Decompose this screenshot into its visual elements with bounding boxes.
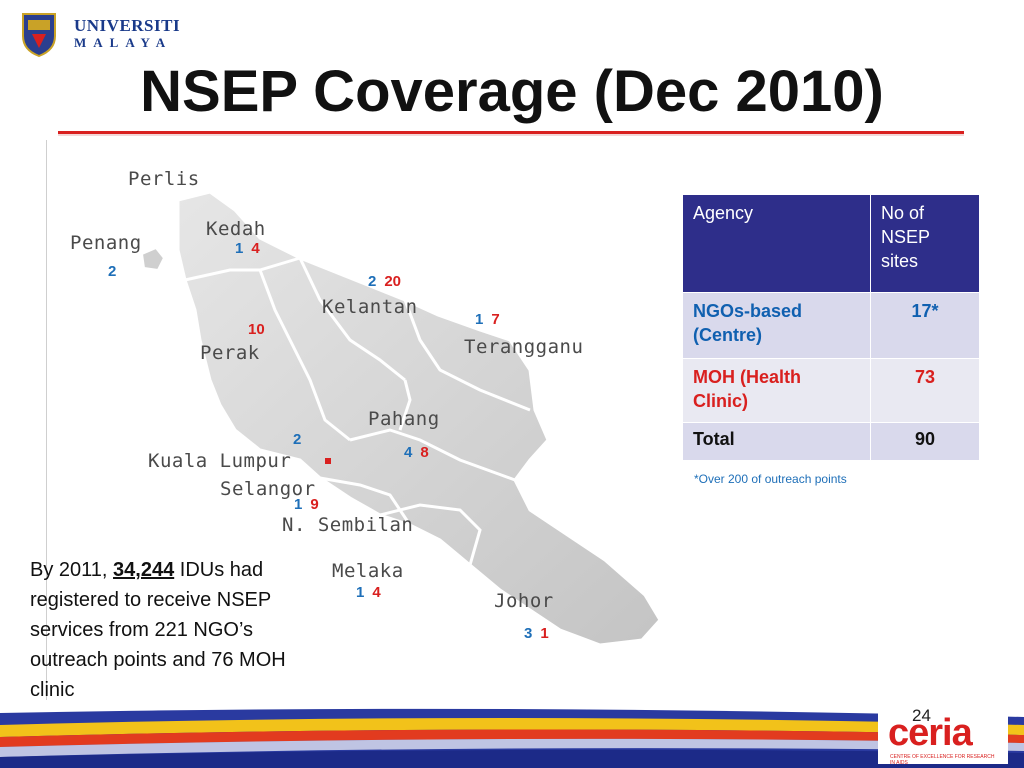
state-label-pahang: Pahang [368,408,440,430]
table-row: NGOs-based (Centre) 17* [682,292,980,359]
ceria-logo: ceria CENTRE OF EXCELLENCE FOR RESEARCH … [878,712,1008,766]
ceria-wordmark: ceria [888,712,973,754]
state-label-perak: Perak [200,342,260,364]
kuala-lumpur-marker [325,458,331,464]
table-header-agency: Agency [682,194,871,293]
crest-icon [22,13,56,58]
table-row: MOH (Health Clinic) 73 [682,358,980,423]
table-header-row: Agency No of NSEP sites [682,194,980,293]
state-label-perlis: Perlis [128,168,200,190]
left-divider [46,140,47,700]
count-perak: 10 [248,321,265,338]
table-cell-sites: 90 [870,422,980,461]
state-label-terengganu: Terangganu [464,336,584,358]
state-label-kedah: Kedah [206,218,266,240]
state-label-penang: Penang [70,232,142,254]
title-underline-shadow [58,134,964,136]
table-header-sites: No of NSEP sites [870,194,980,293]
title-underline [58,131,964,134]
page-number: 24 [912,706,931,725]
table-footnote: *Over 200 of outreach points [694,472,847,486]
caption-suffix: IDUs had registered to receive NSEP serv… [30,559,286,701]
table-row-total: Total 90 [682,422,980,461]
table-cell-sites: 17* [870,292,980,359]
table-cell-agency: Total [682,422,871,461]
state-label-selangor: Selangor [220,478,316,500]
state-label-melaka: Melaka [332,560,404,582]
count-kelantan: 2 20 [368,273,402,290]
state-label-johor: Johor [494,590,554,612]
footer-band [0,703,1024,768]
caption-prefix: By 2011, [30,559,114,581]
table-cell-sites: 73 [870,358,980,423]
count-penang: 2 [108,263,117,280]
slide-title: NSEP Coverage (Dec 2010) [140,59,884,124]
caption-highlight: 34,244 [113,559,175,581]
state-label-kelantan: Kelantan [322,296,418,318]
idu-caption: By 2011, 34,244 IDUs had registered to r… [30,555,330,705]
count-kuala-lumpur: 2 [293,431,302,448]
ceria-subtext: CENTRE OF EXCELLENCE FOR RESEARCH IN AID… [890,754,995,766]
map-outline [140,190,662,647]
state-label-n-sembilan: N. Sembilan [282,514,414,536]
peninsular-malaysia-map: Perlis Kedah Penang Kelantan Terangganu … [60,140,700,700]
peninsula-landmass [176,190,662,647]
state-label-kuala-lumpur: Kuala Lumpur [148,450,292,472]
footer-stripes [0,708,1024,768]
table-cell-agency: NGOs-based (Centre) [682,292,871,359]
agency-sites-table: Agency No of NSEP sites NGOs-based (Cent… [682,194,980,461]
penang-island [140,246,166,272]
logo-line2: MALAYA [74,35,173,50]
table-cell-agency: MOH (Health Clinic) [682,358,871,423]
universiti-malaya-logo: UNIVERSITI MALAYA [18,8,188,60]
logo-line1: UNIVERSITI [74,16,181,35]
